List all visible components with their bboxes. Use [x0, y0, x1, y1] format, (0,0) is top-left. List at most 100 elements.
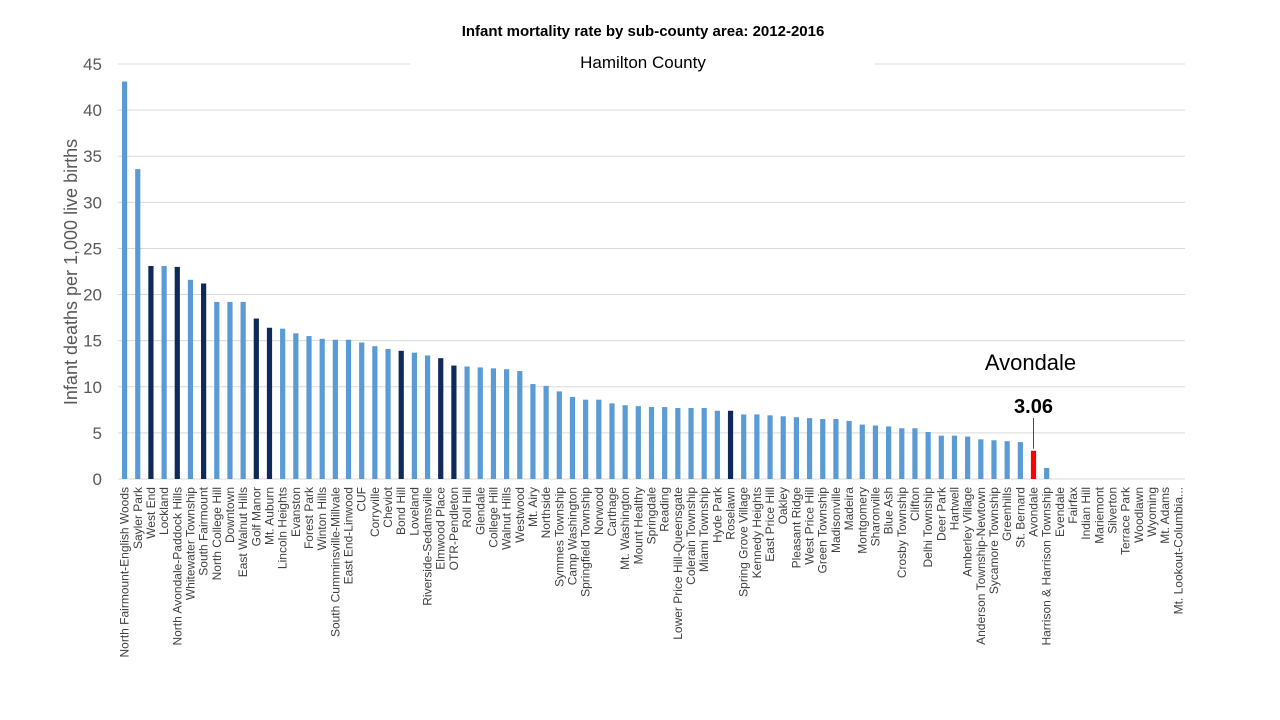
x-tick-label: Norwood — [592, 487, 606, 535]
bar — [965, 436, 971, 479]
x-tick-label: St. Bernard — [1013, 487, 1027, 548]
bar — [161, 265, 167, 479]
bar — [332, 339, 338, 479]
y-tick-label: 45 — [83, 55, 102, 74]
bar — [464, 366, 470, 479]
x-tick-label: Lockland — [157, 487, 171, 535]
x-tick-label: North College Hill — [210, 487, 224, 580]
bar — [767, 415, 773, 479]
bar — [727, 410, 734, 479]
bar — [1044, 467, 1050, 479]
x-tick-label: East Price Hill — [763, 487, 777, 562]
bar — [596, 399, 602, 479]
x-tick-label: Roselawn — [724, 487, 738, 540]
bar — [319, 338, 325, 479]
x-tick-label: Cheviot — [381, 486, 395, 527]
x-tick-label: Glendale — [473, 487, 487, 535]
bar — [135, 169, 141, 479]
x-tick-label: Madisonville — [829, 487, 843, 553]
bar — [411, 352, 417, 479]
x-tick-label: Kennedy Heights — [750, 487, 764, 578]
x-tick-label: East End-Linwood — [342, 487, 356, 584]
bar — [648, 407, 655, 479]
bar — [793, 417, 800, 479]
bar — [187, 279, 194, 479]
y-tick-label: 40 — [83, 101, 102, 120]
x-tick-label: South Fairmount — [197, 486, 211, 575]
x-tick-label: Roll Hill — [460, 487, 474, 528]
bar — [451, 365, 457, 479]
chart-title: Infant mortality rate by sub-county area… — [462, 23, 825, 40]
x-tick-label: Springdale — [645, 487, 659, 545]
x-tick-label: Forest Park — [302, 486, 316, 549]
x-tick-label: East Walnut Hills — [236, 487, 250, 577]
x-tick-label: Mt. Washington — [618, 487, 632, 570]
x-tick-label: College Hill — [486, 487, 500, 548]
bar — [227, 301, 233, 479]
bar — [503, 369, 510, 479]
bar — [622, 405, 628, 479]
x-tick-label: Symmes Township — [552, 487, 566, 587]
bar — [1017, 442, 1023, 479]
x-tick-label: Camp Washington — [565, 487, 579, 585]
y-tick-label: 0 — [93, 470, 102, 489]
x-tick-label: Woodlawn — [1132, 487, 1146, 543]
bar — [280, 328, 286, 479]
bar — [569, 396, 576, 479]
x-tick-label: Mount Healthy — [631, 487, 645, 564]
bar — [214, 301, 220, 479]
bar — [385, 348, 391, 479]
bar — [859, 424, 865, 479]
x-tick-label: Hartwell — [947, 487, 961, 530]
bar — [345, 339, 352, 479]
y-tick-label: 30 — [83, 193, 102, 212]
bar — [714, 410, 720, 479]
bar — [543, 385, 549, 479]
y-tick-label: 10 — [83, 378, 102, 397]
bar — [253, 318, 259, 479]
bar — [556, 391, 562, 479]
y-tick-label: 35 — [83, 147, 102, 166]
x-tick-label: Deer Park — [934, 486, 948, 541]
bar — [806, 418, 813, 479]
bar — [754, 414, 760, 479]
x-tick-label: Downtown — [223, 487, 237, 543]
bar — [174, 266, 180, 479]
x-tick-label: Carthage — [605, 487, 619, 537]
x-tick-label: Evanston — [289, 487, 303, 537]
x-tick-label: Avondale — [1027, 487, 1041, 537]
data-label: 3.06 — [1014, 396, 1053, 418]
bar — [675, 407, 681, 479]
x-tick-label: Sycamore Township — [987, 487, 1001, 594]
bar — [438, 358, 444, 479]
x-tick-label: Amberley Village — [961, 487, 975, 577]
y-tick-label: 20 — [83, 286, 102, 305]
x-tick-label: Reading — [658, 487, 672, 532]
subtitle-background — [410, 50, 875, 72]
x-tick-label: Golf Manor — [249, 487, 263, 546]
bar — [701, 407, 707, 479]
x-tick-label: OTR-Pendleton — [447, 487, 461, 570]
x-tick-label: Montgomery — [855, 487, 869, 554]
x-tick-label: Sayler Park — [131, 486, 145, 549]
bar — [899, 428, 905, 479]
y-axis-label: Infant deaths per 1,000 live births — [61, 139, 81, 405]
x-tick-label: Clifton — [908, 487, 922, 521]
x-tick-label: North Avondale-Paddock Hills — [170, 487, 184, 646]
x-tick-label: Evendale — [1053, 487, 1067, 537]
bar — [293, 333, 299, 479]
x-tick-label: Walnut Hills — [500, 487, 514, 550]
x-tick-label: Wyoming — [1145, 487, 1159, 537]
bar — [424, 355, 431, 479]
x-tick-label: West End — [144, 487, 158, 539]
x-tick-label: Pleasant Ridge — [789, 487, 803, 569]
bar — [359, 342, 365, 479]
bar — [240, 301, 246, 479]
bar — [951, 435, 958, 479]
x-tick-label: Miami Township — [697, 487, 711, 572]
x-tick-label: Sharonville — [868, 487, 882, 547]
bar — [490, 368, 497, 479]
bar — [201, 283, 207, 479]
bar — [306, 336, 312, 479]
